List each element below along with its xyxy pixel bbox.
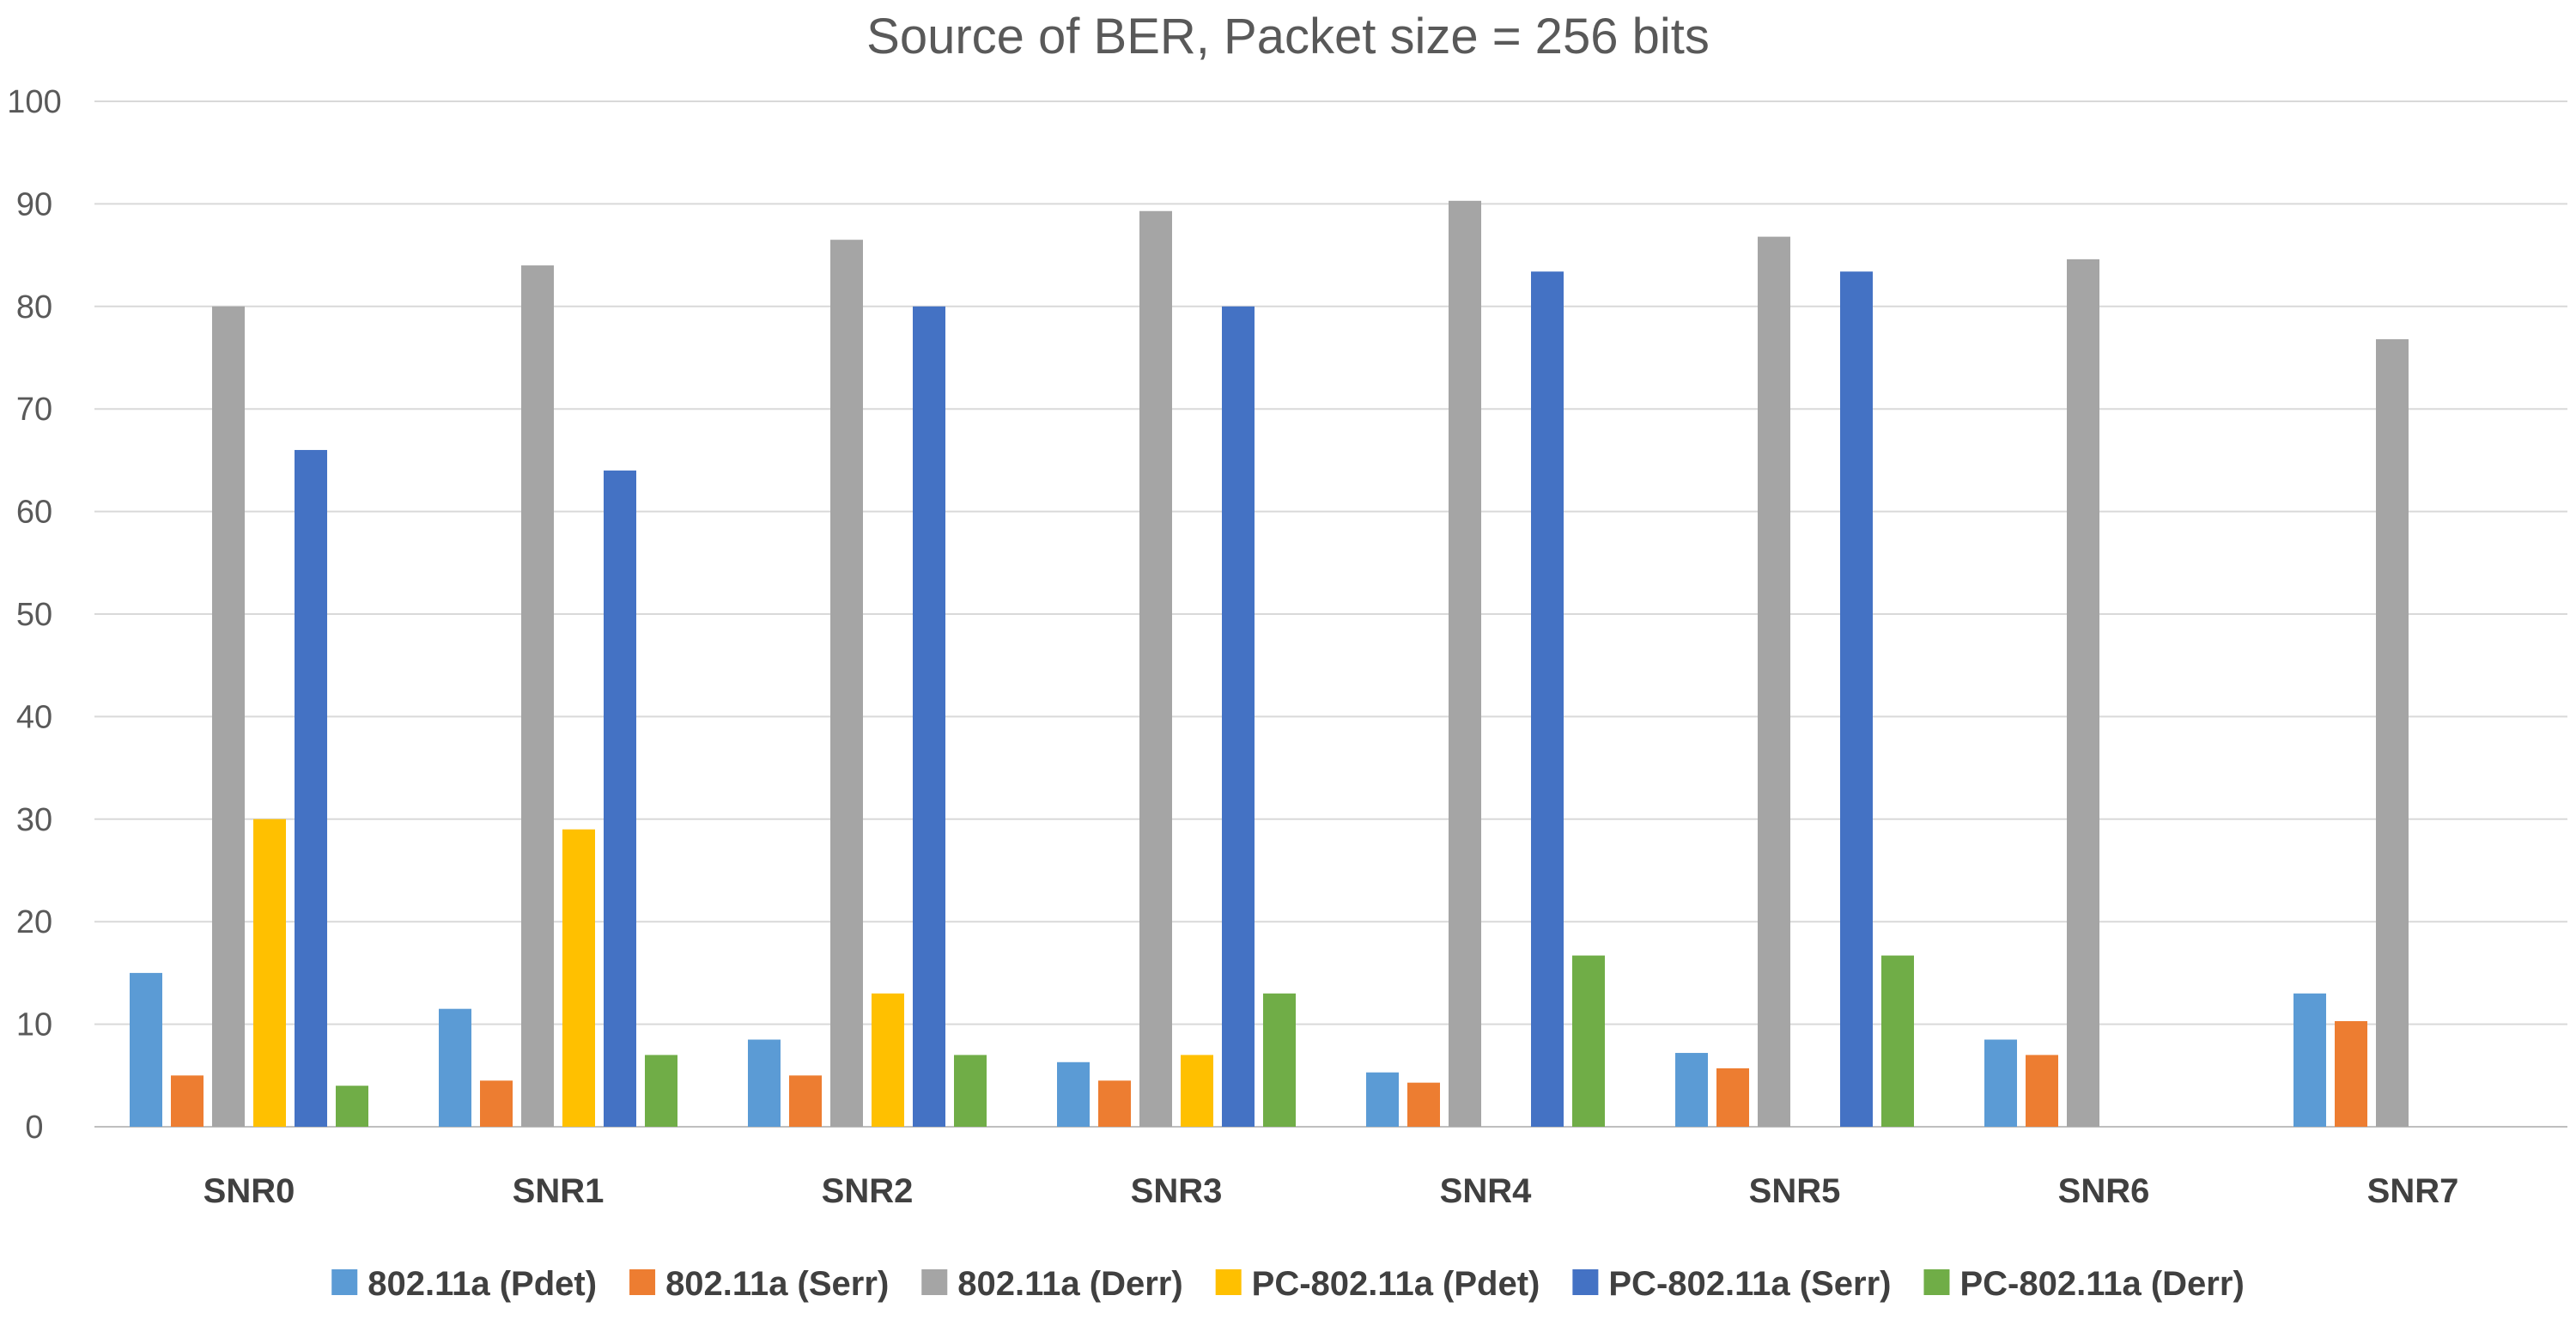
y-tick-label: 100	[7, 84, 61, 120]
bar	[1181, 1055, 1213, 1127]
chart-title: Source of BER, Packet size = 256 bits	[866, 9, 1710, 64]
bar	[1222, 306, 1255, 1127]
y-tick-label: 40	[16, 699, 52, 735]
legend-label: PC-802.11a (Derr)	[1959, 1265, 2244, 1303]
legend-label: 802.11a (Pdet)	[368, 1265, 597, 1303]
bar	[521, 265, 554, 1127]
x-tick-label: SNR6	[2058, 1172, 2150, 1210]
bar	[748, 1039, 781, 1127]
bar	[1840, 271, 1873, 1128]
y-tick-label: 70	[16, 392, 52, 428]
bar	[336, 1086, 368, 1127]
bar	[1716, 1067, 1749, 1127]
legend-swatch	[1215, 1269, 1242, 1295]
y-tick-label: 10	[16, 1007, 52, 1043]
bar	[1263, 993, 1296, 1127]
x-tick-label: SNR0	[204, 1172, 295, 1210]
bar	[1675, 1053, 1708, 1127]
bar	[1139, 210, 1172, 1127]
y-axis-ticks: 0 10 20 30 40 50 60 70 80 90 100	[7, 84, 61, 1146]
y-tick-label: 60	[16, 495, 52, 531]
bar	[2376, 339, 2409, 1127]
x-tick-label: SNR5	[1749, 1172, 1841, 1210]
legend-item: PC-802.11a (Pdet)	[1215, 1265, 1540, 1303]
x-tick-label: SNR2	[822, 1172, 914, 1210]
bar	[1572, 955, 1605, 1127]
bar	[789, 1075, 822, 1127]
legend-item: 802.11a (Pdet)	[331, 1265, 597, 1303]
bar	[253, 818, 286, 1127]
y-tick-label: 20	[16, 904, 52, 940]
bars	[130, 200, 2409, 1128]
bar	[480, 1080, 513, 1127]
bar	[954, 1055, 987, 1127]
legend-item: 802.11a (Derr)	[921, 1265, 1183, 1303]
legend-label: PC-802.11a (Serr)	[1608, 1265, 1891, 1303]
legend: 802.11a (Pdet) 802.11a (Serr) 802.11a (Der…	[331, 1265, 2245, 1303]
bar	[1098, 1080, 1131, 1127]
bar	[1057, 1061, 1090, 1127]
x-tick-label: SNR4	[1440, 1172, 1532, 1210]
bar	[872, 993, 904, 1127]
bar	[562, 829, 595, 1127]
bar	[913, 306, 945, 1127]
bar	[1984, 1039, 2017, 1127]
y-tick-label: 0	[25, 1110, 43, 1146]
legend-item: PC-802.11a (Derr)	[1923, 1265, 2245, 1303]
bar	[1758, 236, 1790, 1127]
legend-swatch	[331, 1269, 358, 1295]
x-tick-label: SNR1	[513, 1172, 605, 1210]
y-tick-label: 90	[16, 186, 52, 222]
y-tick-label: 50	[16, 597, 52, 633]
bar	[295, 449, 327, 1127]
bar	[1531, 271, 1564, 1128]
bar	[830, 240, 863, 1128]
gridlines	[94, 100, 2567, 1128]
bar	[130, 972, 162, 1127]
bar	[604, 470, 636, 1127]
legend-swatch	[1572, 1269, 1599, 1295]
y-tick-label: 80	[16, 289, 52, 325]
y-tick-label: 30	[16, 802, 52, 838]
x-tick-label: SNR3	[1131, 1172, 1223, 1210]
bar	[2335, 1021, 2367, 1127]
x-axis-ticks: SNR0 SNR1 SNR2 SNR3 SNR4 SNR5 SNR6 SNR7	[204, 1172, 2459, 1210]
bar	[1881, 955, 1914, 1127]
bar	[2026, 1055, 2058, 1127]
bar	[1407, 1082, 1440, 1127]
bar	[212, 306, 245, 1127]
legend-label: PC-802.11a (Pdet)	[1252, 1265, 1540, 1303]
bar	[171, 1075, 204, 1127]
legend-swatch	[629, 1269, 656, 1295]
x-tick-label: SNR7	[2367, 1172, 2459, 1210]
bar	[1449, 200, 1481, 1127]
legend-item: PC-802.11a (Serr)	[1572, 1265, 1891, 1303]
bar	[645, 1055, 677, 1127]
legend-swatch	[921, 1269, 948, 1295]
legend-label: 802.11a (Serr)	[665, 1265, 889, 1303]
bar	[1366, 1072, 1399, 1127]
legend-label: 802.11a (Derr)	[957, 1265, 1182, 1303]
legend-item: 802.11a (Serr)	[629, 1265, 889, 1303]
bar	[439, 1008, 471, 1127]
bar	[2293, 993, 2326, 1127]
bar	[2067, 259, 2099, 1128]
legend-swatch	[1923, 1269, 1950, 1295]
